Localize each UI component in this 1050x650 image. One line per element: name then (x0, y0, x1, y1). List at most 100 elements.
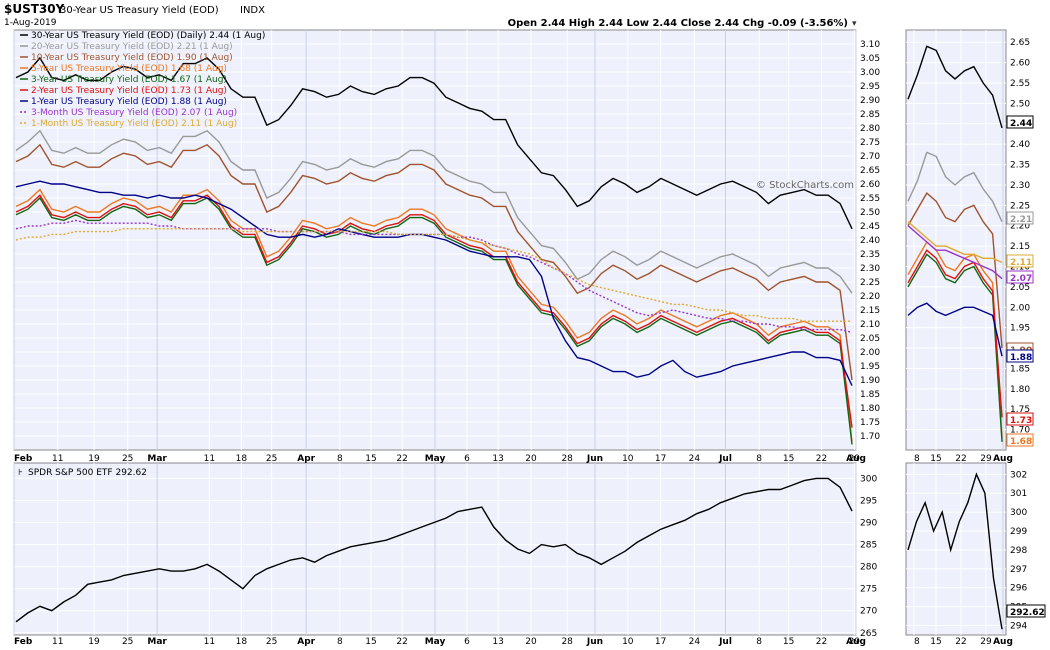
y-tick-label: 2.65 (860, 166, 880, 176)
x-tick-label: 11 (52, 637, 63, 647)
x-tick-label: 15 (783, 637, 794, 647)
series-line-m1-panel-0 (15, 228, 852, 322)
x-tick-label: May (425, 637, 446, 647)
chart-symbol: $UST30Y (4, 2, 65, 16)
x-tick-label: 8 (914, 637, 920, 647)
y-tick-label: 1.70 (1010, 426, 1030, 436)
y-tick-label: 2.50 (1010, 99, 1030, 109)
x-tick-label: 22 (396, 637, 407, 647)
x-tick-label: 29 (980, 637, 992, 647)
x-tick-label: 11 (204, 454, 215, 464)
x-tick-label: Apr (297, 637, 315, 647)
y-tick-label: 300 (860, 474, 877, 484)
y-tick-label: 2.30 (860, 264, 880, 274)
y-tick-label: 2.00 (1010, 303, 1030, 313)
y-tick-label: 1.75 (1010, 405, 1030, 415)
series-line-y5-panel-0 (15, 188, 853, 442)
series-line-y1-panel-1 (907, 302, 1003, 357)
y-tick-label: 1.95 (860, 362, 880, 372)
y-tick-label: 280 (860, 563, 877, 573)
y-tick-label: 2.45 (860, 222, 880, 232)
x-tick-label: 18 (236, 637, 248, 647)
x-tick-label: Jul (718, 637, 732, 647)
value-label-text: 1.73 (1010, 416, 1032, 426)
y-tick-label: 265 (860, 629, 877, 639)
y-tick-label: 2.65 (1010, 38, 1030, 48)
series-line-y10-panel-0 (15, 143, 853, 381)
y-tick-label: 297 (1010, 565, 1027, 575)
ohlc-dropdown-icon[interactable]: ▾ (852, 19, 857, 29)
x-tick-label: Mar (147, 454, 167, 464)
x-tick-label: Mar (147, 637, 167, 647)
y-tick-label: 2.20 (860, 292, 880, 302)
x-tick-label: 29 (849, 454, 861, 464)
value-label-y30: 2.44 (1006, 115, 1034, 129)
y-tick-label: 2.75 (860, 138, 880, 148)
chart-date: 1-Aug-2019 (4, 18, 57, 28)
y-tick-label: 2.00 (860, 348, 880, 358)
x-tick-label: Feb (14, 637, 33, 647)
legend-y3: 3-Year US Treasury Yield (EOD) 1.67 (1 A… (31, 75, 227, 85)
legend-y5: 5-Year US Treasury Yield (EOD) 1.68 (1 A… (31, 64, 227, 74)
x-tick-label: 10 (622, 454, 634, 464)
x-tick-label: 6 (464, 637, 470, 647)
y-tick-label: 302 (1010, 470, 1027, 480)
legend-y2: 2-Year US Treasury Yield (EOD) 1.73 (1 A… (31, 86, 227, 96)
x-tick-label: Feb (14, 454, 33, 464)
x-tick-label: 25 (122, 454, 133, 464)
y-tick-label: 1.75 (860, 418, 880, 428)
x-tick-label: 10 (622, 637, 634, 647)
y-tick-label: 290 (860, 519, 877, 529)
y-tick-label: 2.25 (860, 278, 880, 288)
value-label-text: 1.88 (1010, 353, 1032, 363)
y-tick-label: 2.10 (860, 320, 880, 330)
series-line-spy-panel-3 (907, 472, 1003, 630)
series-line-m1-panel-1 (907, 221, 1003, 264)
value-label-text: 2.07 (1010, 274, 1032, 284)
value-label-spy: 292.62 (1006, 604, 1046, 618)
x-tick-label: 25 (266, 454, 277, 464)
y-tick-label: 299 (1010, 527, 1027, 537)
y-tick-label: 1.80 (860, 404, 880, 414)
y-tick-label: 3.00 (860, 68, 880, 78)
y-tick-label: 1.85 (860, 390, 880, 400)
x-tick-label: 18 (236, 454, 248, 464)
legend-y20: 20-Year US Treasury Yield (EOD) 2.21 (1 … (31, 42, 233, 52)
value-label-text: 1.68 (1010, 437, 1032, 447)
series-line-y2-panel-0 (15, 194, 853, 428)
series-line-m3-panel-0 (15, 219, 853, 334)
x-tick-label: 8 (337, 637, 343, 647)
series-line-m3-panel-1 (907, 225, 1003, 280)
x-tick-label: 22 (816, 454, 827, 464)
x-tick-label: 11 (204, 637, 215, 647)
value-label-y5: 1.68 (1006, 433, 1034, 447)
y-tick-label: 296 (1010, 584, 1027, 594)
y-tick-label: 285 (860, 541, 877, 551)
chart-name: 30-Year US Treasury Yield (EOD) (60, 5, 219, 16)
y-tick-label: 2.20 (1010, 222, 1030, 232)
x-tick-label: Aug (846, 454, 866, 464)
value-label-m1: 2.11 (1006, 254, 1034, 268)
y-tick-label: 300 (1010, 508, 1027, 518)
zoom-yield-panel (905, 29, 1007, 451)
grid-layer (13, 30, 1006, 635)
y-tick-label: 1.85 (1010, 364, 1030, 374)
value-label-text: 2.11 (1010, 258, 1032, 268)
series-line-y10-panel-1 (907, 192, 1003, 349)
y-tick-label: 2.35 (860, 250, 880, 260)
x-tick-label: Aug (846, 637, 866, 647)
y-tick-label: 2.55 (1010, 79, 1030, 89)
y-tick-label: 298 (1010, 546, 1027, 556)
y-tick-label: 2.05 (860, 334, 880, 344)
y-tick-label: 2.60 (1010, 59, 1030, 69)
x-tick-label: Aug (993, 637, 1013, 647)
x-tick-label: Jul (718, 454, 732, 464)
legend: 30-Year US Treasury Yield (EOD) (Daily) … (20, 31, 265, 129)
x-tick-label: 15 (365, 454, 376, 464)
legend-y30: 30-Year US Treasury Yield (EOD) (Daily) … (31, 31, 265, 41)
y-tick-label: 2.05 (1010, 283, 1030, 293)
x-tick-label: May (425, 454, 446, 464)
y-tick-label: 2.60 (860, 180, 880, 190)
y-tick-label: 1.70 (860, 432, 880, 442)
x-tick-label: Apr (297, 454, 315, 464)
